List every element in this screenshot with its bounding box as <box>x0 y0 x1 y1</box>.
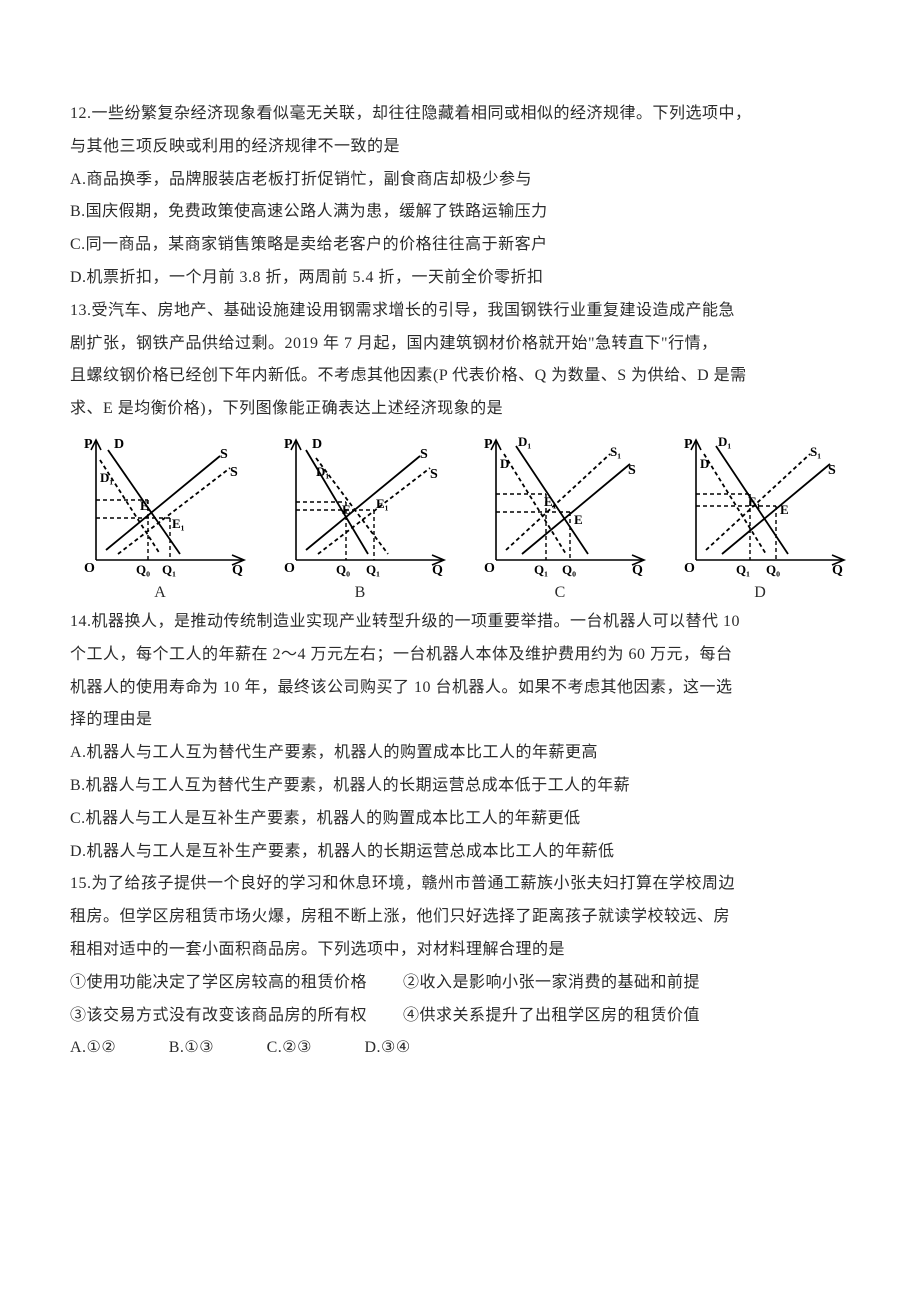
svg-text:E: E <box>574 512 583 527</box>
q13-chart-b-label: B <box>355 584 366 602</box>
q12-stem-l1: 12.一些纷繁复杂经济现象看似毫无关联，却往往隐藏着相同或相似的经济规律。下列选… <box>70 98 850 131</box>
svg-text:S₁: S₁ <box>610 444 621 459</box>
q15-options: A.①② B.①③ C.②③ D.③④ <box>70 1032 850 1065</box>
svg-text:Q₀: Q₀ <box>766 562 780 577</box>
svg-text:O: O <box>284 561 295 576</box>
svg-text:Q: Q <box>632 563 643 578</box>
svg-text:Q₁: Q₁ <box>736 562 750 577</box>
q15-opt-d: D.③④ <box>364 1039 410 1056</box>
svg-text:D₁: D₁ <box>316 464 329 479</box>
svg-text:D₁: D₁ <box>100 470 113 485</box>
q13-chart-d-label: D <box>754 584 766 602</box>
svg-text:Q₁: Q₁ <box>534 562 548 577</box>
svg-text:D₁: D₁ <box>518 434 531 449</box>
svg-text:E: E <box>342 502 351 517</box>
svg-text:Q₁: Q₁ <box>162 562 176 577</box>
svg-text:E₁: E₁ <box>748 494 761 509</box>
q13-stem-l3: 且螺纹钢价格已经创下年内新低。不考虑其他因素(P 代表价格、Q 为数量、S 为供… <box>70 360 850 393</box>
q12-opt-b: B.国庆假期，免费政策使高速公路人满为患，缓解了铁路运输压力 <box>70 196 850 229</box>
q14-opt-a: A.机器人与工人互为替代生产要素，机器人的购置成本比工人的年薪更高 <box>70 737 850 770</box>
q14-opt-c: C.机器人与工人是互补生产要素，机器人的购置成本比工人的年薪更低 <box>70 803 850 836</box>
svg-text:P: P <box>284 437 293 452</box>
q12-opt-c: C.同一商品，某商家销售策略是卖给老客户的价格往往高于新客户 <box>70 229 850 262</box>
q13-stem-l4: 求、E 是均衡价格)，下列图像能正确表达上述经济现象的是 <box>70 393 850 426</box>
svg-text:E₁: E₁ <box>376 496 389 511</box>
svg-text:E: E <box>140 498 149 513</box>
svg-text:D: D <box>700 456 709 471</box>
svg-text:Q₀: Q₀ <box>336 562 350 577</box>
q14-stem-l1: 14.机器换人，是推动传统制造业实现产业转型升级的一项重要举措。一台机器人可以替… <box>70 606 850 639</box>
svg-text:S: S <box>828 463 836 478</box>
q13-chart-a-svg: P D S S D₁ E E₁ O Q₀ Q₁ Q <box>70 432 250 582</box>
q13-chart-c-svg: P D₁ D S₁ S E₁ E O Q₁ Q₀ Q <box>470 432 650 582</box>
q15-opt-b: B.①③ <box>169 1039 214 1056</box>
q15-stem-l2: 租房。但学区房租赁市场火爆，房租不断上涨，他们只好选择了距离孩子就读学校较远、房 <box>70 901 850 934</box>
q12-stem-l2: 与其他三项反映或利用的经济规律不一致的是 <box>70 131 850 164</box>
svg-text:D: D <box>312 437 322 452</box>
q14-opt-b: B.机器人与工人互为替代生产要素，机器人的长期运营总成本低于工人的年薪 <box>70 770 850 803</box>
svg-text:S: S <box>230 465 238 480</box>
q13-chart-b-svg: P D S S D₁ E E₁ O Q₀ Q₁ Q <box>270 432 450 582</box>
svg-text:P: P <box>684 437 693 452</box>
svg-text:O: O <box>684 561 695 576</box>
svg-text:D: D <box>114 437 124 452</box>
q15-statements-l1: ①使用功能决定了学区房较高的租赁价格 ②收入是影响小张一家消费的基础和前提 <box>70 967 850 1000</box>
q14-stem-l2: 个工人，每个工人的年薪在 2～4 万元左右；一台机器人本体及维护费用约为 60 … <box>70 639 850 672</box>
q15-opt-a: A.①② <box>70 1039 116 1056</box>
q15-opt-c: C.②③ <box>267 1039 312 1056</box>
svg-text:Q₁: Q₁ <box>366 562 380 577</box>
q14-opt-d: D.机器人与工人是互补生产要素，机器人的长期运营总成本比工人的年薪低 <box>70 836 850 869</box>
svg-text:Q: Q <box>832 563 843 578</box>
svg-text:O: O <box>84 561 95 576</box>
svg-text:S: S <box>420 447 428 462</box>
q12-opt-d: D.机票折扣，一个月前 3.8 折，两周前 5.4 折，一天前全价零折扣 <box>70 262 850 295</box>
q13-chart-b: P D S S D₁ E E₁ O Q₀ Q₁ Q B <box>270 432 450 602</box>
q15-statements-l2: ③该交易方式没有改变该商品房的所有权 ④供求关系提升了出租学区房的租赁价值 <box>70 1000 850 1033</box>
svg-text:P: P <box>84 437 93 452</box>
svg-text:Q: Q <box>432 563 443 578</box>
svg-text:O: O <box>484 561 495 576</box>
q13-chart-d-svg: P D₁ D S₁ S E₁ E O Q₁ Q₀ Q <box>670 432 850 582</box>
q14-stem-l4: 择的理由是 <box>70 704 850 737</box>
svg-text:D: D <box>500 456 509 471</box>
svg-text:D₁: D₁ <box>718 434 731 449</box>
q15-stem-l1: 15.为了给孩子提供一个良好的学习和休息环境，赣州市普通工薪族小张夫妇打算在学校… <box>70 868 850 901</box>
svg-text:S: S <box>628 463 636 478</box>
q13-charts: P D S S D₁ E E₁ O Q₀ Q₁ Q A <box>70 432 850 602</box>
svg-text:E: E <box>780 502 789 517</box>
q13-chart-a: P D S S D₁ E E₁ O Q₀ Q₁ Q A <box>70 432 250 602</box>
svg-text:P: P <box>484 437 493 452</box>
q12-opt-a: A.商品换季，品牌服装店老板打折促销忙，副食商店却极少参与 <box>70 164 850 197</box>
q13-chart-c: P D₁ D S₁ S E₁ E O Q₁ Q₀ Q C <box>470 432 650 602</box>
svg-text:Q₀: Q₀ <box>136 562 150 577</box>
svg-text:E₁: E₁ <box>172 516 185 531</box>
q13-chart-a-label: A <box>154 584 166 602</box>
q14-stem-l3: 机器人的使用寿命为 10 年，最终该公司购买了 10 台机器人。如果不考虑其他因… <box>70 672 850 705</box>
q13-stem-l1: 13.受汽车、房地产、基础设施建设用钢需求增长的引导，我国钢铁行业重复建设造成产… <box>70 295 850 328</box>
svg-text:Q₀: Q₀ <box>562 562 576 577</box>
svg-text:E₁: E₁ <box>544 494 557 509</box>
q13-stem-l2: 剧扩张，钢铁产品供给过剩。2019 年 7 月起，国内建筑钢材价格就开始"急转直… <box>70 328 850 361</box>
q13-chart-d: P D₁ D S₁ S E₁ E O Q₁ Q₀ Q D <box>670 432 850 602</box>
svg-text:S: S <box>430 467 438 482</box>
svg-text:S: S <box>220 447 228 462</box>
svg-text:Q: Q <box>232 563 243 578</box>
q15-stem-l3: 租相对适中的一套小面积商品房。下列选项中，对材料理解合理的是 <box>70 934 850 967</box>
q13-chart-c-label: C <box>555 584 566 602</box>
svg-text:S₁: S₁ <box>810 444 821 459</box>
